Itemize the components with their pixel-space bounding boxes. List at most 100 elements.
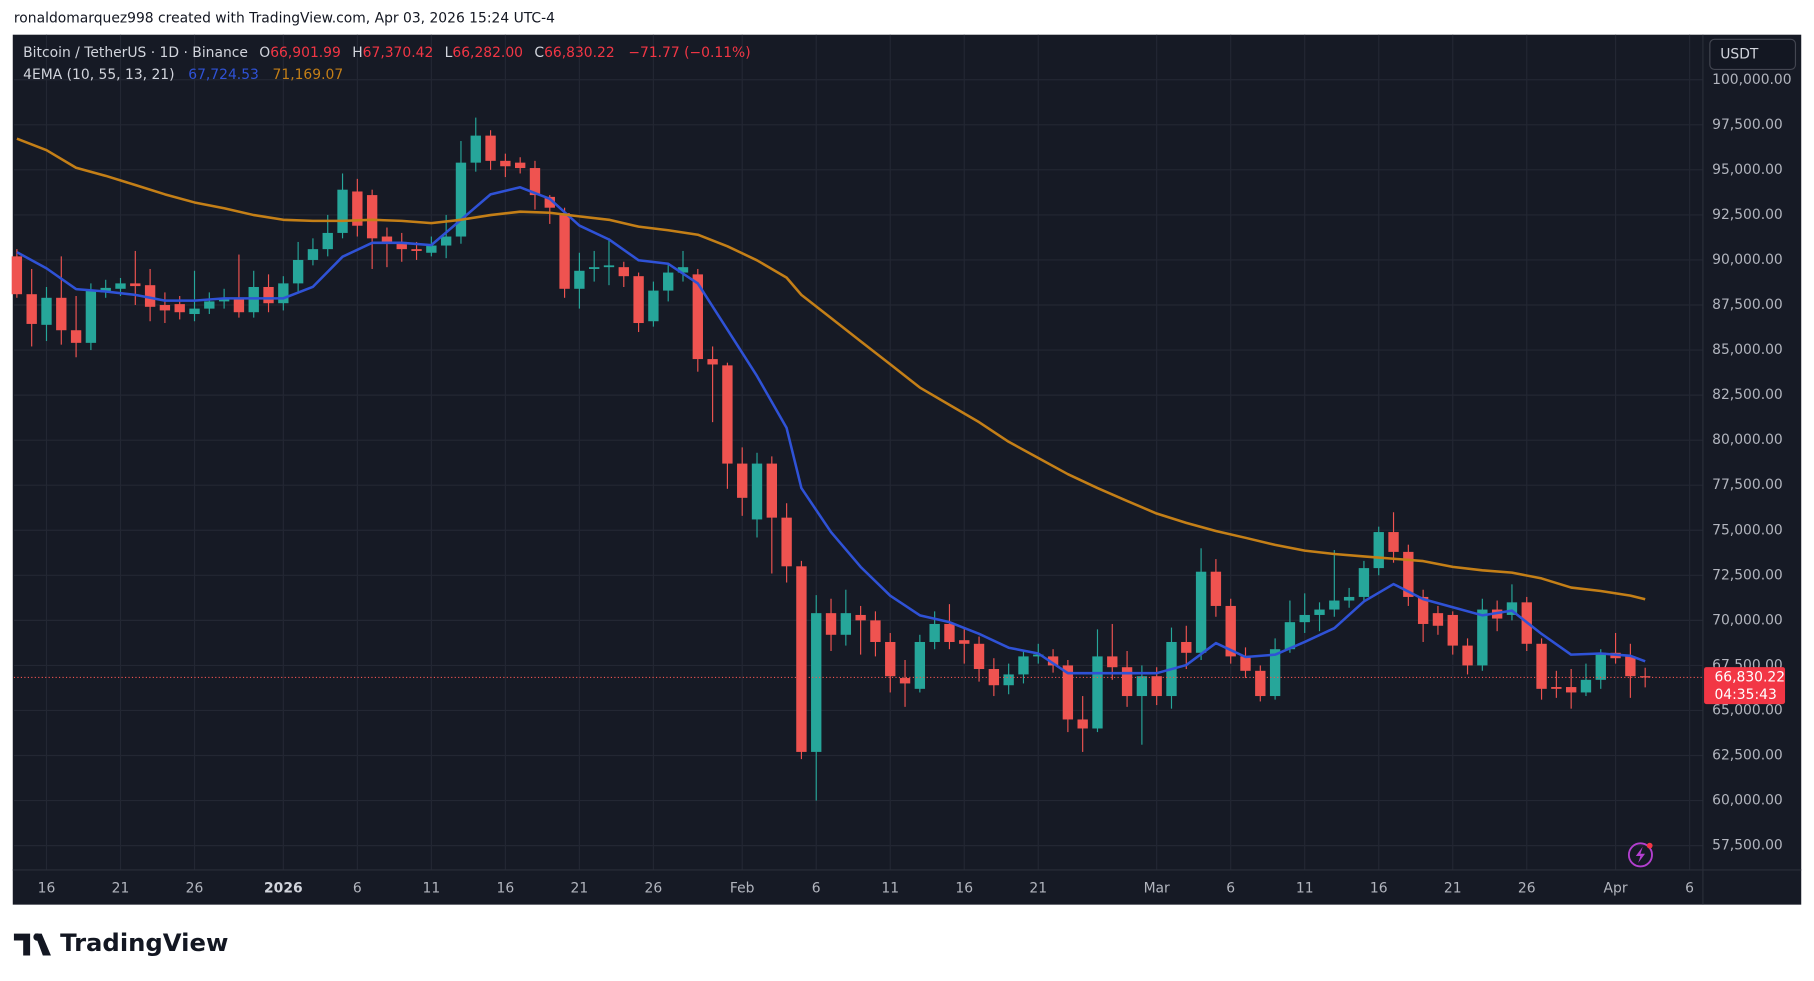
candle-body xyxy=(233,297,245,313)
candle xyxy=(41,286,52,342)
x-tick-label: 21 xyxy=(1444,880,1462,896)
candle-body xyxy=(751,463,763,520)
candle-body xyxy=(988,669,1000,686)
candle xyxy=(1358,560,1370,603)
candle xyxy=(1447,611,1458,655)
candle-body xyxy=(1358,568,1370,597)
last-price-box xyxy=(1704,667,1786,705)
y-tick-label: 95,000.00 xyxy=(1712,162,1783,178)
candle-body xyxy=(1462,645,1473,666)
y-tick-label: 65,000.00 xyxy=(1712,702,1783,718)
candle xyxy=(1299,593,1310,633)
o-label: O xyxy=(259,45,270,61)
candle xyxy=(1018,650,1029,684)
candle xyxy=(825,598,837,651)
candle-body xyxy=(1314,609,1325,615)
candle xyxy=(366,189,378,269)
last-price-label: 66,830.22 xyxy=(1714,669,1785,685)
candle-body xyxy=(692,274,703,360)
candle xyxy=(899,660,911,707)
candle-body xyxy=(322,232,333,250)
candle-body xyxy=(1062,665,1074,720)
ema-line xyxy=(16,137,1646,601)
c-label: C xyxy=(534,45,544,61)
legend: Bitcoin / TetherUS · 1D · Binance O66,90… xyxy=(23,45,751,83)
candle xyxy=(1269,638,1281,700)
x-tick-label: 6 xyxy=(353,880,362,896)
candle xyxy=(1373,526,1384,576)
candle-body xyxy=(944,623,955,642)
candle xyxy=(914,634,926,693)
candle xyxy=(707,346,718,423)
candle-body xyxy=(840,613,852,635)
candle xyxy=(26,268,37,347)
candle-body xyxy=(1506,602,1518,615)
candle xyxy=(574,252,585,309)
y-tick-label: 60,000.00 xyxy=(1712,793,1783,809)
candle xyxy=(633,272,644,333)
candle xyxy=(589,250,600,282)
candle-body xyxy=(1121,667,1133,697)
candle-body xyxy=(26,294,37,324)
candle xyxy=(70,295,82,358)
currency-box[interactable] xyxy=(1709,38,1797,70)
candle-body xyxy=(1255,670,1266,697)
y-tick-label: 70,000.00 xyxy=(1712,612,1783,628)
candle xyxy=(1225,598,1236,664)
indicator-row: 4EMA (10, 55, 13, 21) 67,724.53 71,169.0… xyxy=(23,67,343,83)
candle-body xyxy=(1639,676,1651,678)
y-tick-label: 92,500.00 xyxy=(1712,207,1783,223)
candle-body xyxy=(796,566,807,752)
x-tick-label: 16 xyxy=(1370,880,1388,896)
x-tick-label: 6 xyxy=(1226,880,1235,896)
candle-body xyxy=(115,283,126,289)
candle xyxy=(811,595,822,801)
candle xyxy=(796,560,807,760)
candle-body xyxy=(929,623,940,642)
y-tick-label: 62,500.00 xyxy=(1712,748,1783,764)
candle-body xyxy=(56,297,67,331)
candle-body xyxy=(899,678,911,684)
candle-body xyxy=(278,283,289,304)
candle xyxy=(840,589,852,646)
candle-body xyxy=(1595,652,1606,680)
candle-body xyxy=(1269,649,1281,697)
candle-body xyxy=(381,236,393,242)
candle xyxy=(1003,663,1014,695)
lightning-icon[interactable] xyxy=(1627,842,1653,868)
chart-panel xyxy=(12,34,1802,905)
candle xyxy=(751,452,763,538)
candle xyxy=(381,227,393,268)
icon-dot xyxy=(1646,842,1653,849)
candle-body xyxy=(1018,656,1029,675)
logo: TradingView xyxy=(13,928,228,957)
candle xyxy=(1092,629,1103,733)
change: −71.77 (−0.11%) xyxy=(628,45,750,61)
candle-body xyxy=(204,301,215,309)
candle-body xyxy=(1580,679,1592,693)
candle-body xyxy=(722,365,733,464)
candle xyxy=(100,279,111,298)
candle-body xyxy=(396,241,407,250)
candle xyxy=(959,627,970,664)
candle-body xyxy=(455,162,467,237)
h-value: 67,370.42 xyxy=(363,45,434,61)
y-tick-label: 90,000.00 xyxy=(1712,252,1783,268)
candle-body xyxy=(1195,571,1207,653)
candle xyxy=(1565,669,1577,709)
candle xyxy=(352,178,363,237)
candle-body xyxy=(366,195,378,239)
icon-circle xyxy=(1627,842,1653,868)
x-tick-label: Mar xyxy=(1144,880,1170,896)
candle xyxy=(1595,649,1606,689)
candle-body xyxy=(337,189,348,233)
candle xyxy=(1195,548,1207,661)
candle xyxy=(396,232,407,262)
candle-body xyxy=(1136,676,1148,697)
ema-line xyxy=(16,186,1646,675)
l-label: L xyxy=(445,45,453,61)
candle xyxy=(1047,649,1059,673)
y-tick-label: 100,000.00 xyxy=(1712,72,1791,88)
ema-value: 67,724.53 xyxy=(188,67,259,83)
candle-body xyxy=(1403,551,1414,597)
